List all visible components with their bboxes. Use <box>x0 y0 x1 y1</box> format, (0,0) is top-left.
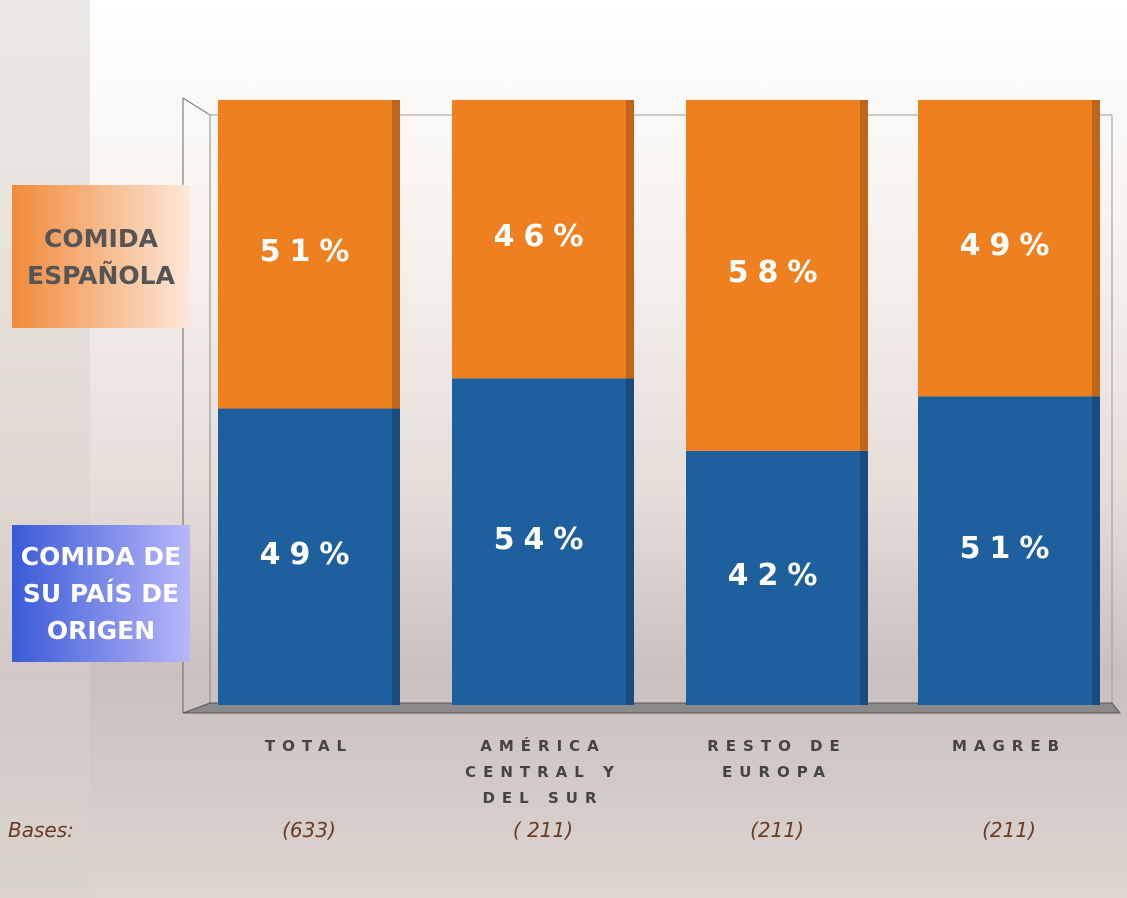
value-label: 42% <box>687 558 867 593</box>
value-label: 46% <box>453 219 633 254</box>
value-label: 54% <box>453 522 633 557</box>
background <box>0 0 90 898</box>
value-label: 49% <box>919 228 1099 263</box>
x-tick-label: RESTO DE EUROPA <box>672 733 882 785</box>
x-tick-label: MAGREB <box>904 733 1114 759</box>
legend-label: COMIDA DE SU PAÍS DE ORIGEN <box>12 525 190 662</box>
legend-label: COMIDA ESPAÑOLA <box>12 185 190 328</box>
axis-wall <box>183 98 210 115</box>
value-label: 58% <box>687 255 867 290</box>
bases-label: Bases: <box>8 818 88 842</box>
base-value: ( 211) <box>463 818 623 842</box>
value-label: 51% <box>919 531 1099 566</box>
value-label: 51% <box>219 234 399 269</box>
base-value: (211) <box>697 818 857 842</box>
page: 49% 51% TOTAL (633) 54% 46% AMÉRICA CENTRAL Y … <box>0 0 1127 898</box>
base-value: (211) <box>929 818 1089 842</box>
value-label: 49% <box>219 537 399 572</box>
base-value: (633) <box>229 818 389 842</box>
x-tick-label: TOTAL <box>204 733 414 759</box>
x-tick-label: AMÉRICA CENTRAL Y DEL SUR <box>438 733 648 811</box>
